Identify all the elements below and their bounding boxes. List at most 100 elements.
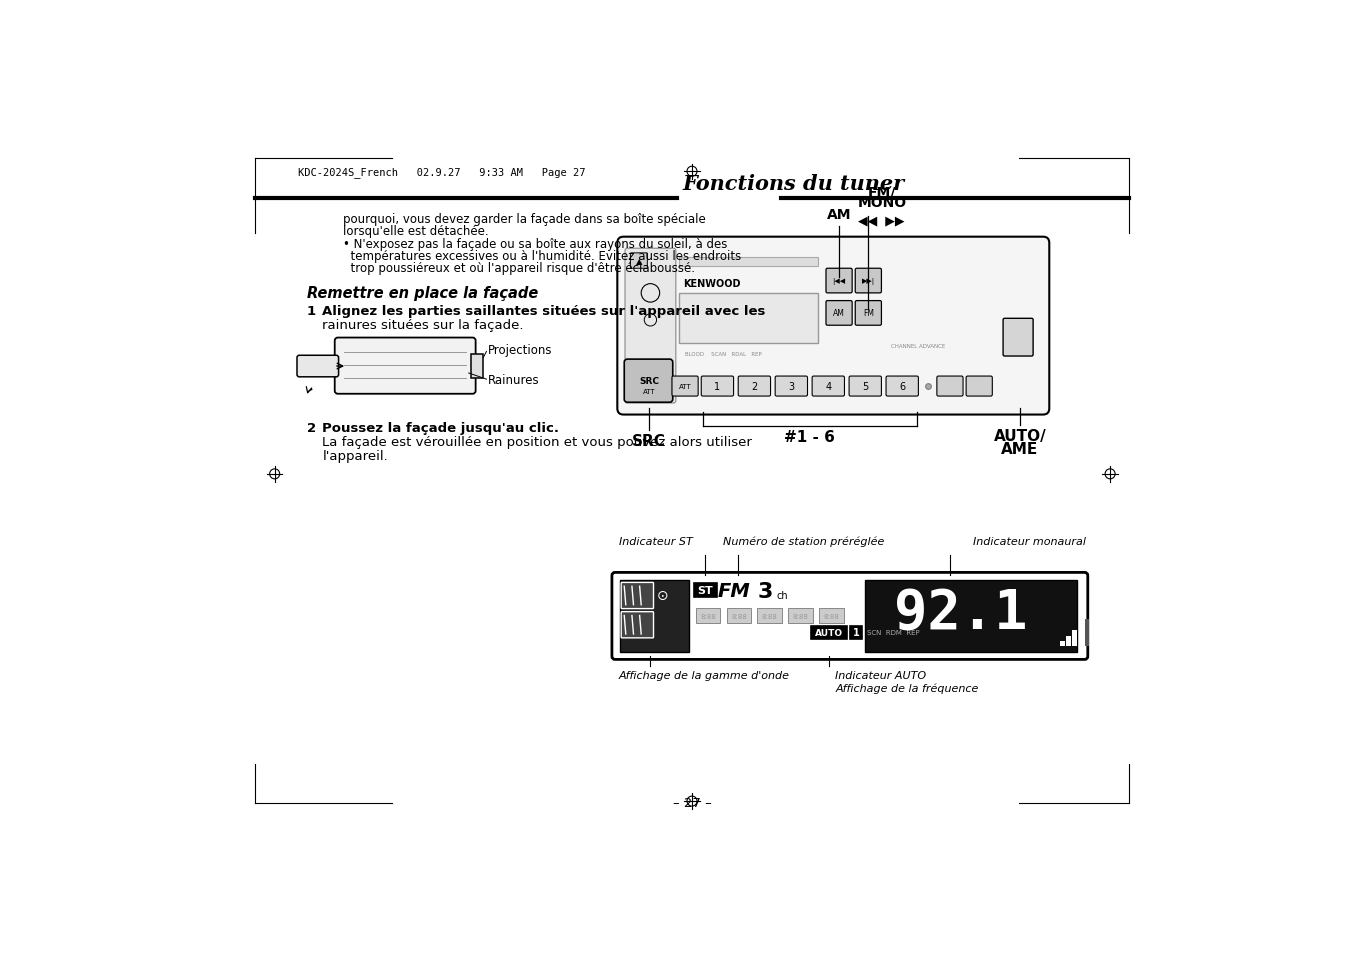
FancyBboxPatch shape	[621, 583, 654, 609]
Text: 4: 4	[825, 381, 831, 392]
Text: ▲: ▲	[635, 256, 642, 266]
FancyBboxPatch shape	[631, 253, 647, 269]
FancyBboxPatch shape	[621, 612, 654, 639]
Text: 8:88: 8:88	[731, 613, 747, 618]
Text: FM: FM	[717, 581, 751, 600]
Text: Indicateur AUTO: Indicateur AUTO	[835, 671, 927, 680]
Text: KENWOOD: KENWOOD	[684, 278, 740, 289]
Bar	[850, 627, 862, 639]
Text: 8:88: 8:88	[793, 613, 808, 618]
Text: AUTO: AUTO	[815, 628, 843, 638]
FancyBboxPatch shape	[1002, 319, 1034, 356]
Text: pourquoi, vous devez garder la façade dans sa boîte spéciale: pourquoi, vous devez garder la façade da…	[343, 213, 707, 226]
Text: 1: 1	[852, 628, 859, 638]
Text: Projections: Projections	[488, 344, 553, 357]
FancyBboxPatch shape	[855, 301, 881, 326]
FancyBboxPatch shape	[825, 269, 852, 294]
Text: |◀◀: |◀◀	[832, 277, 846, 285]
Text: 3: 3	[788, 381, 794, 392]
Bar	[1078, 625, 1084, 646]
Text: 1: 1	[715, 381, 720, 392]
Text: Indicateur monaural: Indicateur monaural	[973, 537, 1086, 547]
Text: ATT: ATT	[678, 384, 692, 390]
Text: Indicateur ST: Indicateur ST	[619, 537, 693, 547]
FancyBboxPatch shape	[612, 573, 1088, 659]
Text: 1: 1	[307, 305, 316, 318]
Text: 6: 6	[900, 381, 905, 392]
Bar	[788, 608, 813, 623]
Text: Affichage de la gamme d'onde: Affichage de la gamme d'onde	[619, 671, 790, 680]
Text: 92.1: 92.1	[894, 586, 1027, 639]
Text: ATT: ATT	[643, 389, 655, 395]
FancyBboxPatch shape	[825, 301, 852, 326]
Text: lorsqu'elle est détachée.: lorsqu'elle est détachée.	[343, 225, 489, 238]
Text: Numéro de station préréglée: Numéro de station préréglée	[723, 537, 884, 547]
Text: FM: FM	[863, 309, 874, 318]
Bar	[1073, 631, 1077, 646]
Text: trop poussiéreux et où l'appareil risque d'être éclaboussé.: trop poussiéreux et où l'appareil risque…	[343, 262, 696, 275]
FancyBboxPatch shape	[775, 376, 808, 396]
FancyBboxPatch shape	[701, 376, 734, 396]
Text: rainures situées sur la façade.: rainures situées sur la façade.	[323, 319, 524, 332]
Text: SRC: SRC	[639, 376, 659, 386]
Text: SCN  RDM  REP: SCN RDM REP	[867, 630, 920, 636]
Bar	[696, 608, 720, 623]
Text: Affichage de la fréquence: Affichage de la fréquence	[835, 682, 978, 693]
Text: SRC: SRC	[632, 434, 666, 449]
Text: Alignez les parties saillantes situées sur l'appareil avec les: Alignez les parties saillantes situées s…	[323, 305, 766, 318]
Bar	[693, 583, 716, 598]
Bar	[1085, 619, 1089, 646]
Text: • N'exposez pas la façade ou sa boîte aux rayons du soleil, à des: • N'exposez pas la façade ou sa boîte au…	[343, 237, 728, 251]
Text: ◀◀  ▶▶: ◀◀ ▶▶	[858, 214, 905, 227]
Text: Rainures: Rainures	[488, 374, 539, 386]
Text: Fonctions du tuner: Fonctions du tuner	[682, 173, 905, 193]
FancyBboxPatch shape	[848, 376, 881, 396]
Text: ⊙: ⊙	[657, 588, 669, 602]
Bar	[865, 580, 1077, 652]
Bar	[727, 608, 751, 623]
FancyBboxPatch shape	[936, 376, 963, 396]
Text: ST: ST	[697, 585, 713, 596]
Bar	[1061, 641, 1065, 646]
Text: – 27 –: – 27 –	[673, 797, 712, 809]
Text: #1 - 6: #1 - 6	[785, 430, 835, 445]
Text: 3: 3	[758, 581, 773, 601]
Text: AM: AM	[834, 309, 844, 318]
FancyBboxPatch shape	[617, 237, 1050, 416]
Text: 2: 2	[751, 381, 758, 392]
Bar	[680, 257, 817, 267]
Bar	[471, 355, 484, 378]
Text: températures excessives ou à l'humidité. Evitez aussi les endroits: températures excessives ou à l'humidité.…	[343, 250, 742, 263]
Text: Poussez la façade jusqu'au clic.: Poussez la façade jusqu'au clic.	[323, 422, 559, 435]
Text: AM: AM	[827, 208, 851, 222]
FancyBboxPatch shape	[626, 249, 676, 403]
FancyBboxPatch shape	[886, 376, 919, 396]
Bar	[819, 608, 843, 623]
Bar	[620, 580, 689, 652]
Text: l'appareil.: l'appareil.	[323, 450, 388, 463]
Text: Remettre en place la façade: Remettre en place la façade	[307, 286, 538, 301]
FancyBboxPatch shape	[812, 376, 844, 396]
FancyBboxPatch shape	[297, 355, 339, 377]
Text: CHANNEL ADVANCE: CHANNEL ADVANCE	[890, 344, 944, 349]
Bar	[758, 608, 782, 623]
Text: 2: 2	[307, 422, 316, 435]
Bar	[812, 627, 847, 639]
FancyBboxPatch shape	[966, 376, 992, 396]
Text: 8:88: 8:88	[824, 613, 839, 618]
Text: BLOOD    SCAN   RDAL   REP: BLOOD SCAN RDAL REP	[685, 352, 762, 356]
Bar	[680, 294, 817, 344]
Text: 5: 5	[862, 381, 869, 392]
Text: 8:88: 8:88	[762, 613, 778, 618]
FancyBboxPatch shape	[671, 376, 698, 396]
Text: 8:88: 8:88	[700, 613, 716, 618]
FancyBboxPatch shape	[335, 338, 476, 395]
Text: FM/: FM/	[867, 185, 896, 199]
Text: MONO: MONO	[858, 195, 907, 210]
FancyBboxPatch shape	[855, 269, 881, 294]
FancyBboxPatch shape	[624, 359, 673, 403]
Text: AUTO/: AUTO/	[993, 429, 1047, 444]
Text: ▶▶|: ▶▶|	[862, 277, 875, 285]
Text: AME: AME	[1001, 441, 1039, 456]
FancyBboxPatch shape	[738, 376, 770, 396]
